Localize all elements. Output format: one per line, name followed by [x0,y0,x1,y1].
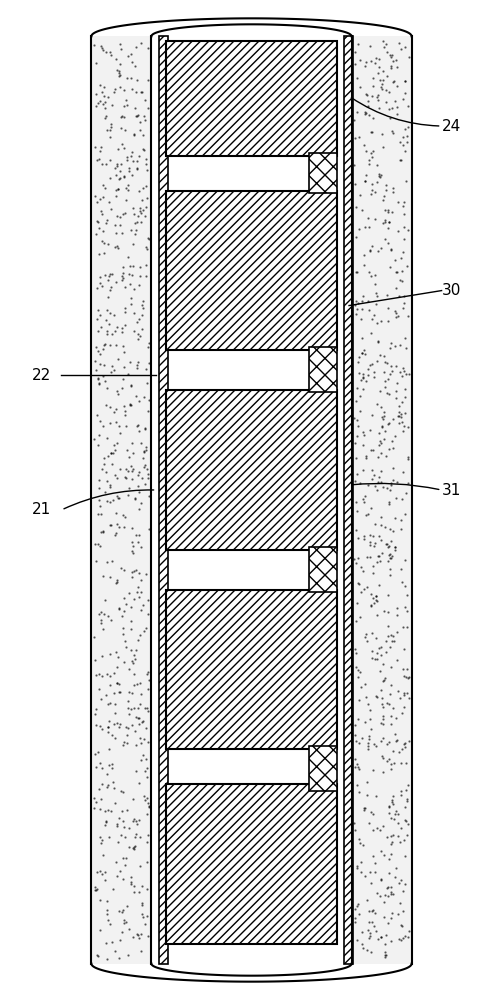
Bar [309,746,337,791]
Bar [166,191,337,350]
Bar [159,36,168,964]
Bar [166,41,337,156]
Bar [166,784,337,944]
Bar [166,590,337,749]
Bar [309,153,337,193]
Bar [309,547,337,592]
Text: 22: 22 [32,368,51,383]
Bar [309,347,337,392]
Bar [92,36,151,964]
FancyArrowPatch shape [351,98,439,126]
Text: 24: 24 [442,119,461,134]
Bar [344,36,353,964]
Text: 31: 31 [442,483,461,498]
Bar [166,390,337,550]
Text: 21: 21 [32,502,51,517]
Text: 30: 30 [442,283,461,298]
FancyArrowPatch shape [352,483,439,489]
FancyArrowPatch shape [64,490,154,509]
Bar [352,36,411,964]
